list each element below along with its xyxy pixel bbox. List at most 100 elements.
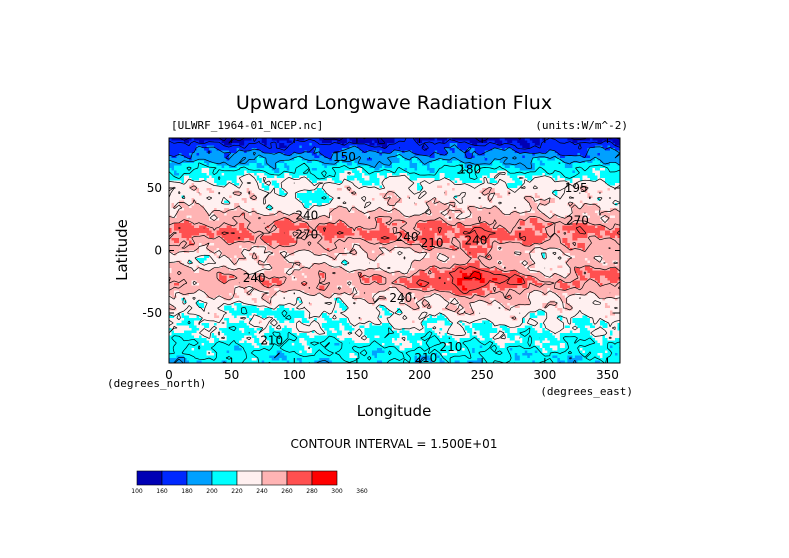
flux-cell bbox=[261, 183, 265, 187]
flux-cell bbox=[374, 143, 378, 147]
flux-cell bbox=[419, 355, 431, 359]
flux-cell bbox=[299, 338, 305, 342]
flux-cell bbox=[379, 225, 388, 229]
flux-cell bbox=[194, 270, 200, 274]
x-tick-label: 250 bbox=[471, 368, 494, 382]
flux-cell bbox=[594, 338, 604, 342]
flux-cell bbox=[612, 310, 620, 314]
flux-cell bbox=[336, 330, 343, 334]
flux-cell bbox=[599, 168, 606, 172]
flux-cell bbox=[587, 153, 599, 157]
flux-cell bbox=[274, 220, 293, 224]
flux-cell bbox=[189, 315, 198, 319]
flux-cell bbox=[271, 265, 295, 269]
flux-cell bbox=[444, 215, 451, 219]
flux-cell bbox=[579, 280, 599, 284]
flux-cell bbox=[299, 260, 343, 264]
flux-cell bbox=[462, 243, 478, 247]
flux-cell bbox=[259, 338, 268, 342]
flux-cell bbox=[532, 260, 566, 264]
flux-cell bbox=[361, 170, 431, 174]
flux-cell bbox=[504, 345, 541, 349]
flux-cell bbox=[189, 153, 198, 157]
flux-cell bbox=[249, 290, 270, 294]
flux-cell bbox=[246, 323, 323, 327]
flux-cell bbox=[577, 325, 586, 329]
flux-cell bbox=[266, 205, 273, 209]
flux-cell bbox=[249, 273, 255, 277]
flux-cell bbox=[609, 235, 616, 239]
flux-cell bbox=[414, 300, 423, 304]
flux-cell bbox=[389, 230, 401, 234]
flux-cell bbox=[522, 155, 526, 159]
flux-cell bbox=[319, 273, 325, 277]
flux-cell bbox=[417, 355, 421, 359]
flux-cell bbox=[617, 260, 620, 264]
flux-cell bbox=[234, 263, 238, 267]
flux-cell bbox=[422, 145, 426, 149]
contour-line bbox=[169, 162, 620, 363]
flux-cell bbox=[589, 275, 601, 279]
flux-cell bbox=[564, 155, 584, 159]
flux-cell bbox=[241, 230, 250, 234]
flux-cell bbox=[589, 320, 601, 324]
flux-cell bbox=[609, 145, 620, 149]
flux-cell bbox=[336, 235, 345, 239]
flux-cell bbox=[339, 175, 348, 179]
flux-cell bbox=[226, 338, 243, 342]
flux-cell bbox=[429, 268, 438, 272]
flux-cell bbox=[256, 343, 263, 347]
flux-cell bbox=[169, 268, 173, 272]
flux-cell bbox=[221, 330, 243, 334]
flux-cell bbox=[341, 148, 361, 152]
flux-cell bbox=[434, 153, 441, 157]
flux-cell bbox=[369, 338, 393, 342]
flux-cell bbox=[559, 285, 571, 289]
flux-cell bbox=[346, 308, 383, 312]
flux-cell bbox=[384, 310, 391, 314]
flux-cell bbox=[442, 185, 508, 189]
flux-cell bbox=[266, 338, 300, 342]
flux-cell bbox=[554, 150, 589, 154]
flux-cell bbox=[602, 263, 609, 267]
flux-cell bbox=[229, 155, 258, 159]
flux-cell bbox=[319, 230, 353, 234]
flux-cell bbox=[492, 278, 498, 282]
flux-cell bbox=[266, 143, 280, 147]
flux-cell bbox=[614, 353, 619, 357]
flux-cell bbox=[264, 160, 285, 164]
flux-cell bbox=[442, 213, 448, 217]
flux-cell bbox=[587, 148, 606, 152]
flux-cell bbox=[454, 230, 461, 234]
flux-cell bbox=[271, 280, 283, 284]
flux-cell bbox=[371, 353, 378, 357]
flux-cell bbox=[221, 250, 243, 254]
flux-cell bbox=[294, 275, 305, 279]
flux-cell bbox=[226, 225, 233, 229]
flux-cell bbox=[544, 338, 548, 342]
flux-cell bbox=[484, 158, 488, 162]
flux-cell bbox=[492, 163, 503, 167]
flux-cell bbox=[201, 170, 210, 174]
flux-cell bbox=[459, 308, 466, 312]
flux-cell bbox=[361, 183, 373, 187]
flux-cell bbox=[589, 318, 620, 322]
flux-cell bbox=[609, 148, 616, 152]
flux-cell bbox=[384, 313, 393, 317]
flux-cell bbox=[291, 278, 298, 282]
flux-cell bbox=[311, 153, 318, 157]
flux-cell bbox=[219, 278, 228, 282]
flux-cell bbox=[184, 208, 205, 212]
flux-cell bbox=[479, 265, 503, 269]
flux-cell bbox=[572, 178, 581, 182]
flux-cell bbox=[376, 175, 386, 179]
flux-cell bbox=[326, 193, 353, 197]
flux-cell bbox=[497, 238, 516, 242]
flux-cell bbox=[447, 183, 451, 187]
flux-cell bbox=[376, 258, 423, 262]
flux-cell bbox=[364, 178, 371, 182]
flux-cell bbox=[254, 208, 270, 212]
flux-cell bbox=[199, 203, 235, 207]
flux-cell bbox=[502, 140, 508, 144]
